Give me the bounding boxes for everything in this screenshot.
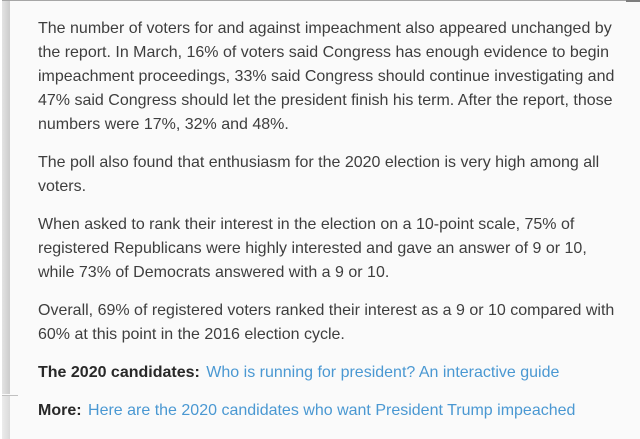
left-gutter-divider-line	[2, 395, 18, 396]
candidates-guide-label: The 2020 candidates:	[38, 364, 200, 381]
top-divider-line	[0, 0, 640, 1]
left-edge-margin	[0, 0, 2, 439]
left-gutter-upper-segment	[2, 1, 10, 394]
paragraph-overall-interest: Overall, 69% of registered voters ranked…	[38, 302, 615, 343]
paragraph-enthusiasm: The poll also found that enthusiasm for …	[38, 154, 600, 195]
more-link-line: More: Here are the 2020 candidates who w…	[38, 399, 624, 423]
left-gutter-strip	[2, 1, 18, 439]
article-content: The number of voters for and against imp…	[38, 0, 624, 437]
left-gutter-lower-segment	[2, 396, 10, 439]
candidates-guide-link[interactable]: Who is running for president? An interac…	[206, 364, 560, 381]
paragraph-interest-scale: When asked to rank their interest in the…	[38, 216, 587, 281]
candidates-guide-line: The 2020 candidates: Who is running for …	[38, 361, 624, 385]
paragraph-impeachment-numbers: The number of voters for and against imp…	[38, 20, 615, 133]
top-divider-end-segment	[626, 0, 640, 2]
more-label: More:	[38, 402, 82, 419]
impeachment-candidates-link[interactable]: Here are the 2020 candidates who want Pr…	[88, 402, 576, 419]
